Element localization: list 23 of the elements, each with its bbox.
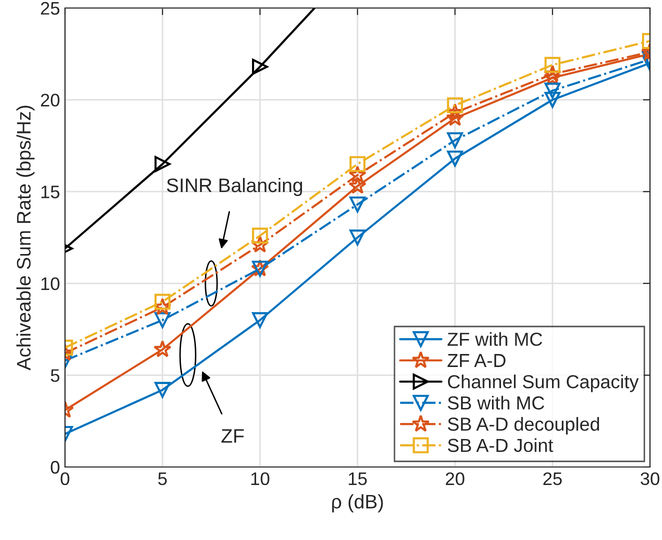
y-tick-label: 15 xyxy=(41,186,60,198)
y-axis-title: Achiveable Sum Rate (bps/Hz) xyxy=(16,106,34,370)
annotation: ZF xyxy=(221,429,244,443)
x-tick-label: 30 xyxy=(640,472,660,486)
x-tick-label: 25 xyxy=(543,472,562,486)
legend-label: ZF with MC xyxy=(448,332,542,346)
legend-label: SB A-D decoupled xyxy=(448,417,600,435)
legend-label: Channel Sum Capacity xyxy=(448,374,639,392)
y-tick-label: 10 xyxy=(41,277,60,290)
x-tick-label: 0 xyxy=(60,472,70,486)
annotation: SINR Balancing xyxy=(166,178,302,196)
legend-label: SB A-D Joint xyxy=(448,438,554,452)
y-tick-label: 25 xyxy=(40,2,60,15)
y-tick-label: 5 xyxy=(50,369,60,382)
x-tick-label: 15 xyxy=(348,472,367,486)
y-tick-label: 20 xyxy=(40,94,60,107)
legend-label: SB with MC xyxy=(448,396,544,410)
legend-label: ZF A-D xyxy=(448,354,506,367)
x-tick-label: 5 xyxy=(158,472,167,486)
x-tick-label: 10 xyxy=(251,472,270,486)
x-tick-label: 20 xyxy=(446,472,464,486)
x-axis-title: ρ (dB) xyxy=(332,494,383,512)
y-tick-label: 0 xyxy=(50,460,60,474)
